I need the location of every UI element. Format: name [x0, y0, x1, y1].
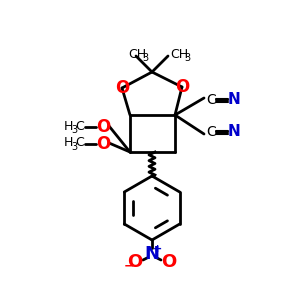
- Text: N: N: [228, 92, 240, 107]
- Text: 3: 3: [71, 125, 77, 135]
- Text: O: O: [96, 135, 110, 153]
- Text: O: O: [128, 253, 142, 271]
- Text: C: C: [206, 125, 216, 139]
- Text: CH: CH: [128, 47, 146, 61]
- Text: O: O: [96, 118, 110, 136]
- Text: 3: 3: [142, 53, 148, 63]
- Text: C: C: [76, 136, 84, 149]
- Text: N: N: [145, 245, 160, 263]
- Text: O: O: [175, 78, 189, 96]
- Text: N: N: [228, 124, 240, 140]
- Text: O: O: [115, 79, 129, 97]
- Text: −: −: [124, 260, 134, 272]
- Text: 3: 3: [71, 142, 77, 152]
- Text: H: H: [63, 119, 73, 133]
- Text: O: O: [161, 253, 177, 271]
- Text: C: C: [206, 93, 216, 107]
- Text: C: C: [76, 119, 84, 133]
- Text: H: H: [63, 136, 73, 149]
- Text: 3: 3: [184, 53, 190, 63]
- Text: +: +: [152, 244, 162, 254]
- Text: CH: CH: [170, 47, 188, 61]
